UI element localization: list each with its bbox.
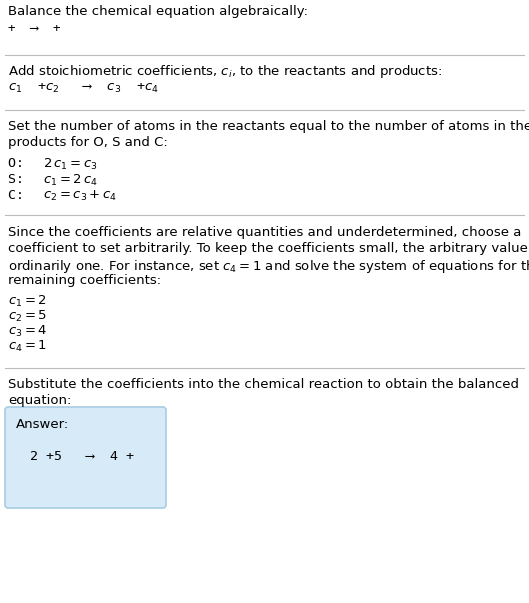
Text: $c_1 = 2$: $c_1 = 2$	[8, 294, 47, 309]
Text: $2\,c_1 = c_3$: $2\,c_1 = c_3$	[43, 157, 98, 172]
Text: $c_3 = 4$: $c_3 = 4$	[8, 324, 48, 339]
Text: $c_2 = c_3 + c_4$: $c_2 = c_3 + c_4$	[43, 189, 117, 203]
Text: products for O, S and C:: products for O, S and C:	[8, 136, 168, 149]
Text: $c_1$  +$c_2$   ⟶  $c_3$  +$c_4$: $c_1$ +$c_2$ ⟶ $c_3$ +$c_4$	[8, 82, 159, 95]
Text: $c_2 = 5$: $c_2 = 5$	[8, 309, 47, 324]
Text: coefficient to set arbitrarily. To keep the coefficients small, the arbitrary va: coefficient to set arbitrarily. To keep …	[8, 242, 529, 255]
Text: $c_4 = 1$: $c_4 = 1$	[8, 339, 47, 354]
Text: $c_1 = 2\,c_4$: $c_1 = 2\,c_4$	[43, 173, 98, 188]
Text: Answer:: Answer:	[16, 418, 69, 431]
Text: ordinarily one. For instance, set $c_4 = 1$ and solve the system of equations fo: ordinarily one. For instance, set $c_4 =…	[8, 258, 529, 275]
Text: Balance the chemical equation algebraically:: Balance the chemical equation algebraica…	[8, 5, 308, 18]
Text: Substitute the coefficients into the chemical reaction to obtain the balanced: Substitute the coefficients into the che…	[8, 378, 519, 391]
Text: C:: C:	[8, 189, 40, 202]
Text: O:: O:	[8, 157, 40, 170]
Text: +  ⟶  +: + ⟶ +	[8, 22, 60, 35]
Text: Add stoichiometric coefficients, $c_i$, to the reactants and products:: Add stoichiometric coefficients, $c_i$, …	[8, 63, 442, 80]
Text: Since the coefficients are relative quantities and underdetermined, choose a: Since the coefficients are relative quan…	[8, 226, 522, 239]
FancyBboxPatch shape	[5, 407, 166, 508]
Text: S:: S:	[8, 173, 40, 186]
Text: 2 +5   ⟶  4 +: 2 +5 ⟶ 4 +	[30, 450, 134, 463]
Text: equation:: equation:	[8, 394, 71, 407]
Text: remaining coefficients:: remaining coefficients:	[8, 274, 161, 287]
Text: Set the number of atoms in the reactants equal to the number of atoms in the: Set the number of atoms in the reactants…	[8, 120, 529, 133]
